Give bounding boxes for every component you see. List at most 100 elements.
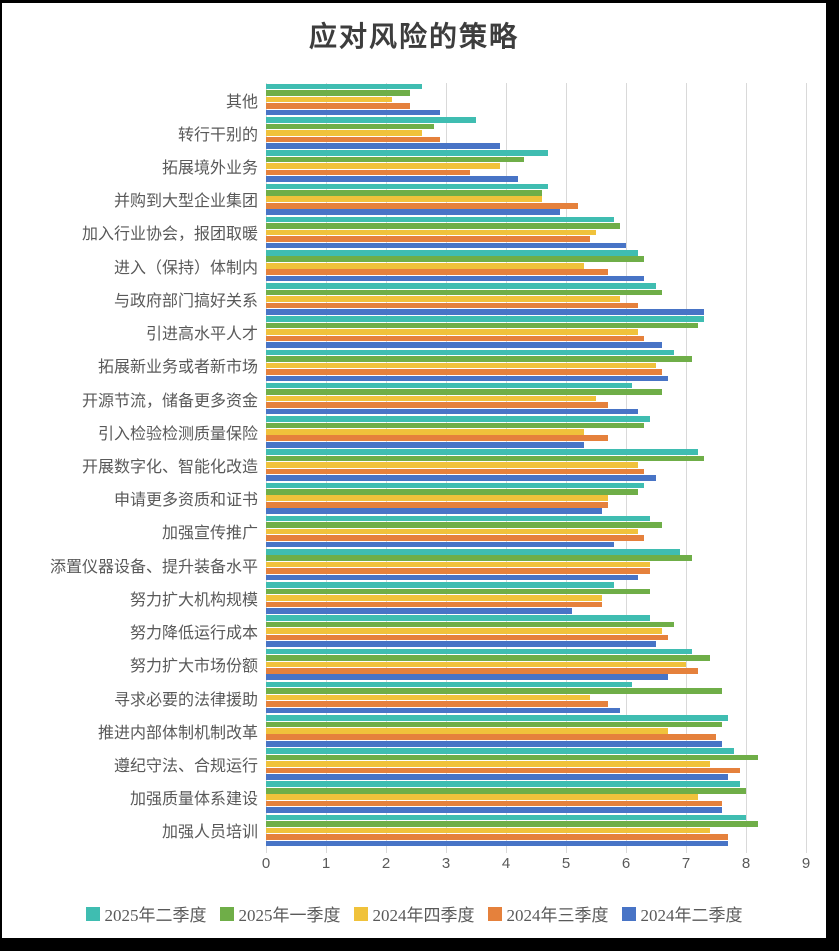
legend-swatch-icon xyxy=(487,906,502,921)
legend-item: 2025年二季度 xyxy=(85,901,207,926)
category-axis: 其他 转行干别的 拓展境外业务 并购到大型企业集团 加入行业协会，报团取暖 进入（保持）体… xyxy=(2,83,258,847)
bar xyxy=(266,681,632,688)
bar xyxy=(266,302,638,309)
bar xyxy=(266,748,734,754)
bar-group xyxy=(266,415,806,448)
bar xyxy=(266,821,758,827)
legend-label: 2025年一季度 xyxy=(238,906,341,925)
bar xyxy=(266,495,608,502)
bar xyxy=(266,236,590,242)
category-label: 寻求必要的法律援助 xyxy=(113,691,258,709)
bar xyxy=(266,136,440,143)
legend-swatch-icon xyxy=(353,906,368,921)
bar-group xyxy=(266,781,806,814)
bar xyxy=(266,468,644,475)
bar xyxy=(266,701,608,707)
category-label: 其他 xyxy=(225,93,258,111)
bar xyxy=(266,648,692,655)
bar xyxy=(266,475,656,481)
bar-group xyxy=(266,83,806,116)
bar xyxy=(266,196,542,203)
bar xyxy=(266,561,650,568)
bar xyxy=(266,96,392,103)
bar xyxy=(266,449,698,455)
bar xyxy=(266,322,698,329)
x-tick-label: 6 xyxy=(621,855,631,872)
bar xyxy=(266,548,680,555)
bar xyxy=(266,688,722,694)
bar xyxy=(266,608,572,614)
bar xyxy=(266,163,500,169)
bar-group xyxy=(266,681,806,714)
bar xyxy=(266,715,728,721)
bar xyxy=(266,761,710,767)
category-label: 推进内部体制机制改革 xyxy=(97,724,258,742)
bar xyxy=(266,582,614,588)
category-label: 遵纪守法、合规运行 xyxy=(113,757,258,775)
bar xyxy=(266,827,710,834)
bar xyxy=(266,335,644,342)
bar xyxy=(266,283,656,289)
x-tick-label: 4 xyxy=(501,855,511,872)
bar xyxy=(266,382,632,389)
bar-group xyxy=(266,648,806,681)
bar xyxy=(266,190,542,196)
bar xyxy=(266,807,722,813)
bar xyxy=(266,83,422,90)
bar xyxy=(266,209,560,215)
bar xyxy=(266,242,626,249)
bar xyxy=(266,568,650,574)
bar xyxy=(266,727,668,734)
legend-label: 2024年三季度 xyxy=(506,906,609,925)
category-label: 加入行业协会，报团取暖 xyxy=(81,226,258,244)
bar xyxy=(266,176,518,182)
x-tick-label: 8 xyxy=(741,855,751,872)
bar xyxy=(266,441,584,448)
bar xyxy=(266,429,584,435)
grid-line xyxy=(566,83,567,853)
bar xyxy=(266,774,728,780)
bar xyxy=(266,169,470,176)
bar xyxy=(266,142,500,149)
bar xyxy=(266,781,740,788)
bar xyxy=(266,216,614,223)
x-tick-label: 0 xyxy=(261,855,271,872)
grid-line xyxy=(686,83,687,853)
x-tick-label: 2 xyxy=(381,855,391,872)
bar xyxy=(266,834,728,840)
bar xyxy=(266,814,746,821)
bar-group xyxy=(266,515,806,548)
bar xyxy=(266,668,698,674)
category-label: 拓展境外业务 xyxy=(161,160,258,178)
category-label: 努力降低运行成本 xyxy=(129,625,258,643)
bar xyxy=(266,416,650,422)
bar xyxy=(266,150,548,156)
bar xyxy=(266,515,650,522)
bar xyxy=(266,130,422,136)
bar xyxy=(266,369,662,375)
bar xyxy=(266,501,608,508)
category-label: 加强质量体系建设 xyxy=(129,791,258,809)
category-label: 引入检验检测质量保险 xyxy=(97,425,258,443)
bar xyxy=(266,356,692,362)
bar xyxy=(266,103,410,109)
bar xyxy=(266,641,656,647)
bar xyxy=(266,508,602,514)
bar xyxy=(266,109,440,116)
legend-swatch-icon xyxy=(621,906,636,921)
x-tick-label: 3 xyxy=(441,855,451,872)
bar-group xyxy=(266,216,806,249)
legend-item: 2024年二季度 xyxy=(621,901,743,926)
grid-line xyxy=(326,83,327,853)
bar xyxy=(266,488,638,495)
bar xyxy=(266,309,704,315)
bar xyxy=(266,316,704,322)
chart-title: 应对风险的策略 xyxy=(308,22,519,53)
bar xyxy=(266,395,596,402)
bar xyxy=(266,754,758,761)
bar xyxy=(266,223,620,229)
bar-group xyxy=(266,149,806,182)
bar xyxy=(266,615,650,621)
bar xyxy=(266,229,596,236)
bar xyxy=(266,462,638,468)
